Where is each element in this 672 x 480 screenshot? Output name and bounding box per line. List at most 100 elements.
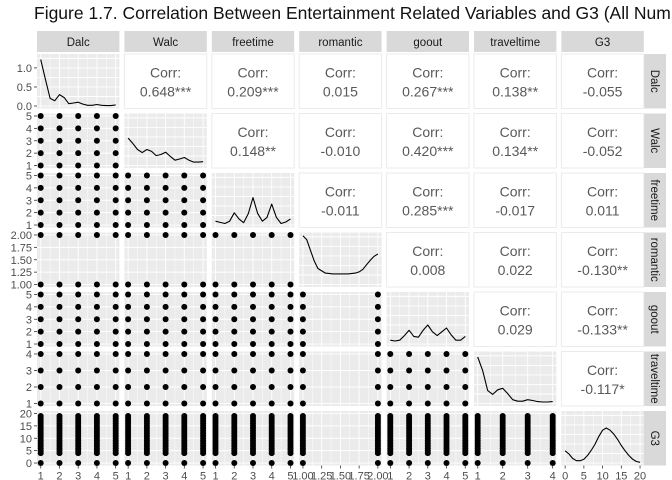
point	[93, 316, 100, 323]
point	[374, 328, 381, 335]
y-tick-label-dalc: 1.0	[17, 63, 32, 75]
points-g3-romantic	[299, 413, 381, 466]
point	[212, 328, 219, 335]
corr-label: Corr:	[412, 183, 443, 199]
corr-panel-dalc-romantic	[298, 53, 383, 109]
row-label-walc: Walc	[648, 128, 660, 153]
point	[162, 384, 169, 390]
corr-panel-walc-romantic	[298, 113, 383, 169]
point	[299, 303, 306, 310]
point	[406, 351, 413, 357]
corr-panel-walc-g3	[560, 113, 645, 169]
row-strip-goout	[642, 292, 666, 347]
point	[112, 281, 119, 288]
y-tick-label-romantic: 1.75	[11, 242, 32, 254]
point	[524, 413, 531, 419]
column-label-traveltime: traveltime	[490, 37, 540, 49]
point	[231, 291, 238, 298]
point	[93, 150, 100, 157]
point	[250, 460, 256, 466]
x-tick-label-freetime: 4	[269, 471, 275, 480]
x-tick-label-g3: 0	[562, 471, 568, 480]
point	[268, 316, 275, 323]
point	[200, 351, 207, 357]
y-tick-label-traveltime: 1	[26, 399, 32, 411]
column-strip-walc	[124, 31, 207, 52]
point	[374, 303, 381, 310]
point	[56, 125, 63, 132]
point	[406, 460, 413, 466]
corr-label: Corr:	[500, 183, 531, 199]
point	[287, 328, 294, 335]
point	[162, 291, 169, 298]
point	[37, 150, 44, 157]
point	[112, 172, 119, 179]
point	[75, 184, 82, 191]
point	[200, 460, 207, 466]
corr-value-dalc-g3: -0.055	[583, 83, 623, 99]
point	[374, 384, 381, 390]
x-tick-label-traveltime: 3	[525, 471, 531, 480]
point	[181, 367, 188, 374]
point	[37, 125, 44, 132]
point	[250, 316, 256, 323]
point	[56, 328, 63, 335]
corr-value-walc-g3: -0.052	[583, 143, 623, 159]
corr-panel-romantic-g3	[560, 232, 645, 288]
point	[181, 413, 188, 419]
point	[93, 172, 100, 179]
point	[37, 384, 44, 390]
row-label-romantic: romantic	[648, 238, 660, 282]
corr-label: Corr:	[587, 124, 618, 140]
points-romantic-dalc	[37, 232, 119, 288]
corr-label: Corr:	[237, 124, 268, 140]
point	[250, 367, 256, 374]
point	[181, 400, 188, 407]
column-label-g3: G3	[595, 37, 610, 49]
y-tick-label-walc: 4	[26, 123, 32, 135]
point	[56, 209, 63, 216]
points-freetime-dalc	[37, 172, 119, 228]
point	[200, 209, 207, 216]
point	[75, 413, 82, 419]
column-strip-goout	[386, 31, 469, 52]
row-strip-g3	[642, 411, 666, 466]
y-tick-label-freetime: 3	[26, 195, 32, 207]
point	[424, 413, 431, 419]
point	[162, 197, 169, 204]
point	[299, 291, 306, 298]
point	[37, 460, 44, 466]
x-tick-label-g3: 20	[634, 471, 646, 480]
points-g3-walc	[125, 413, 207, 466]
point	[162, 303, 169, 310]
corr-label: Corr:	[500, 302, 531, 318]
point	[75, 351, 82, 357]
points-walc-dalc	[37, 113, 119, 169]
column-strip-traveltime	[474, 31, 557, 52]
point	[499, 413, 506, 419]
point	[93, 162, 100, 169]
point	[181, 384, 188, 390]
point	[181, 197, 188, 204]
point	[424, 400, 431, 407]
point	[93, 367, 100, 374]
point	[462, 351, 469, 357]
x-tick-label-goout: 4	[443, 471, 449, 480]
point	[143, 184, 150, 191]
x-tick-label-goout: 3	[425, 471, 431, 480]
x-tick-label-goout: 2	[406, 471, 412, 480]
corr-label: Corr:	[325, 64, 356, 80]
y-tick-label-traveltime: 2	[26, 382, 32, 394]
point	[112, 125, 119, 132]
point	[112, 222, 119, 228]
point	[387, 460, 394, 466]
point	[75, 291, 82, 298]
point	[443, 384, 450, 390]
point	[162, 413, 169, 419]
point	[212, 460, 219, 466]
figure-title: Figure 1.7. Correlation Between Entertai…	[34, 3, 671, 23]
point	[143, 209, 150, 216]
column-strip-g3	[561, 31, 644, 52]
x-tick-label-goout: 1	[387, 471, 393, 480]
point	[56, 400, 63, 407]
